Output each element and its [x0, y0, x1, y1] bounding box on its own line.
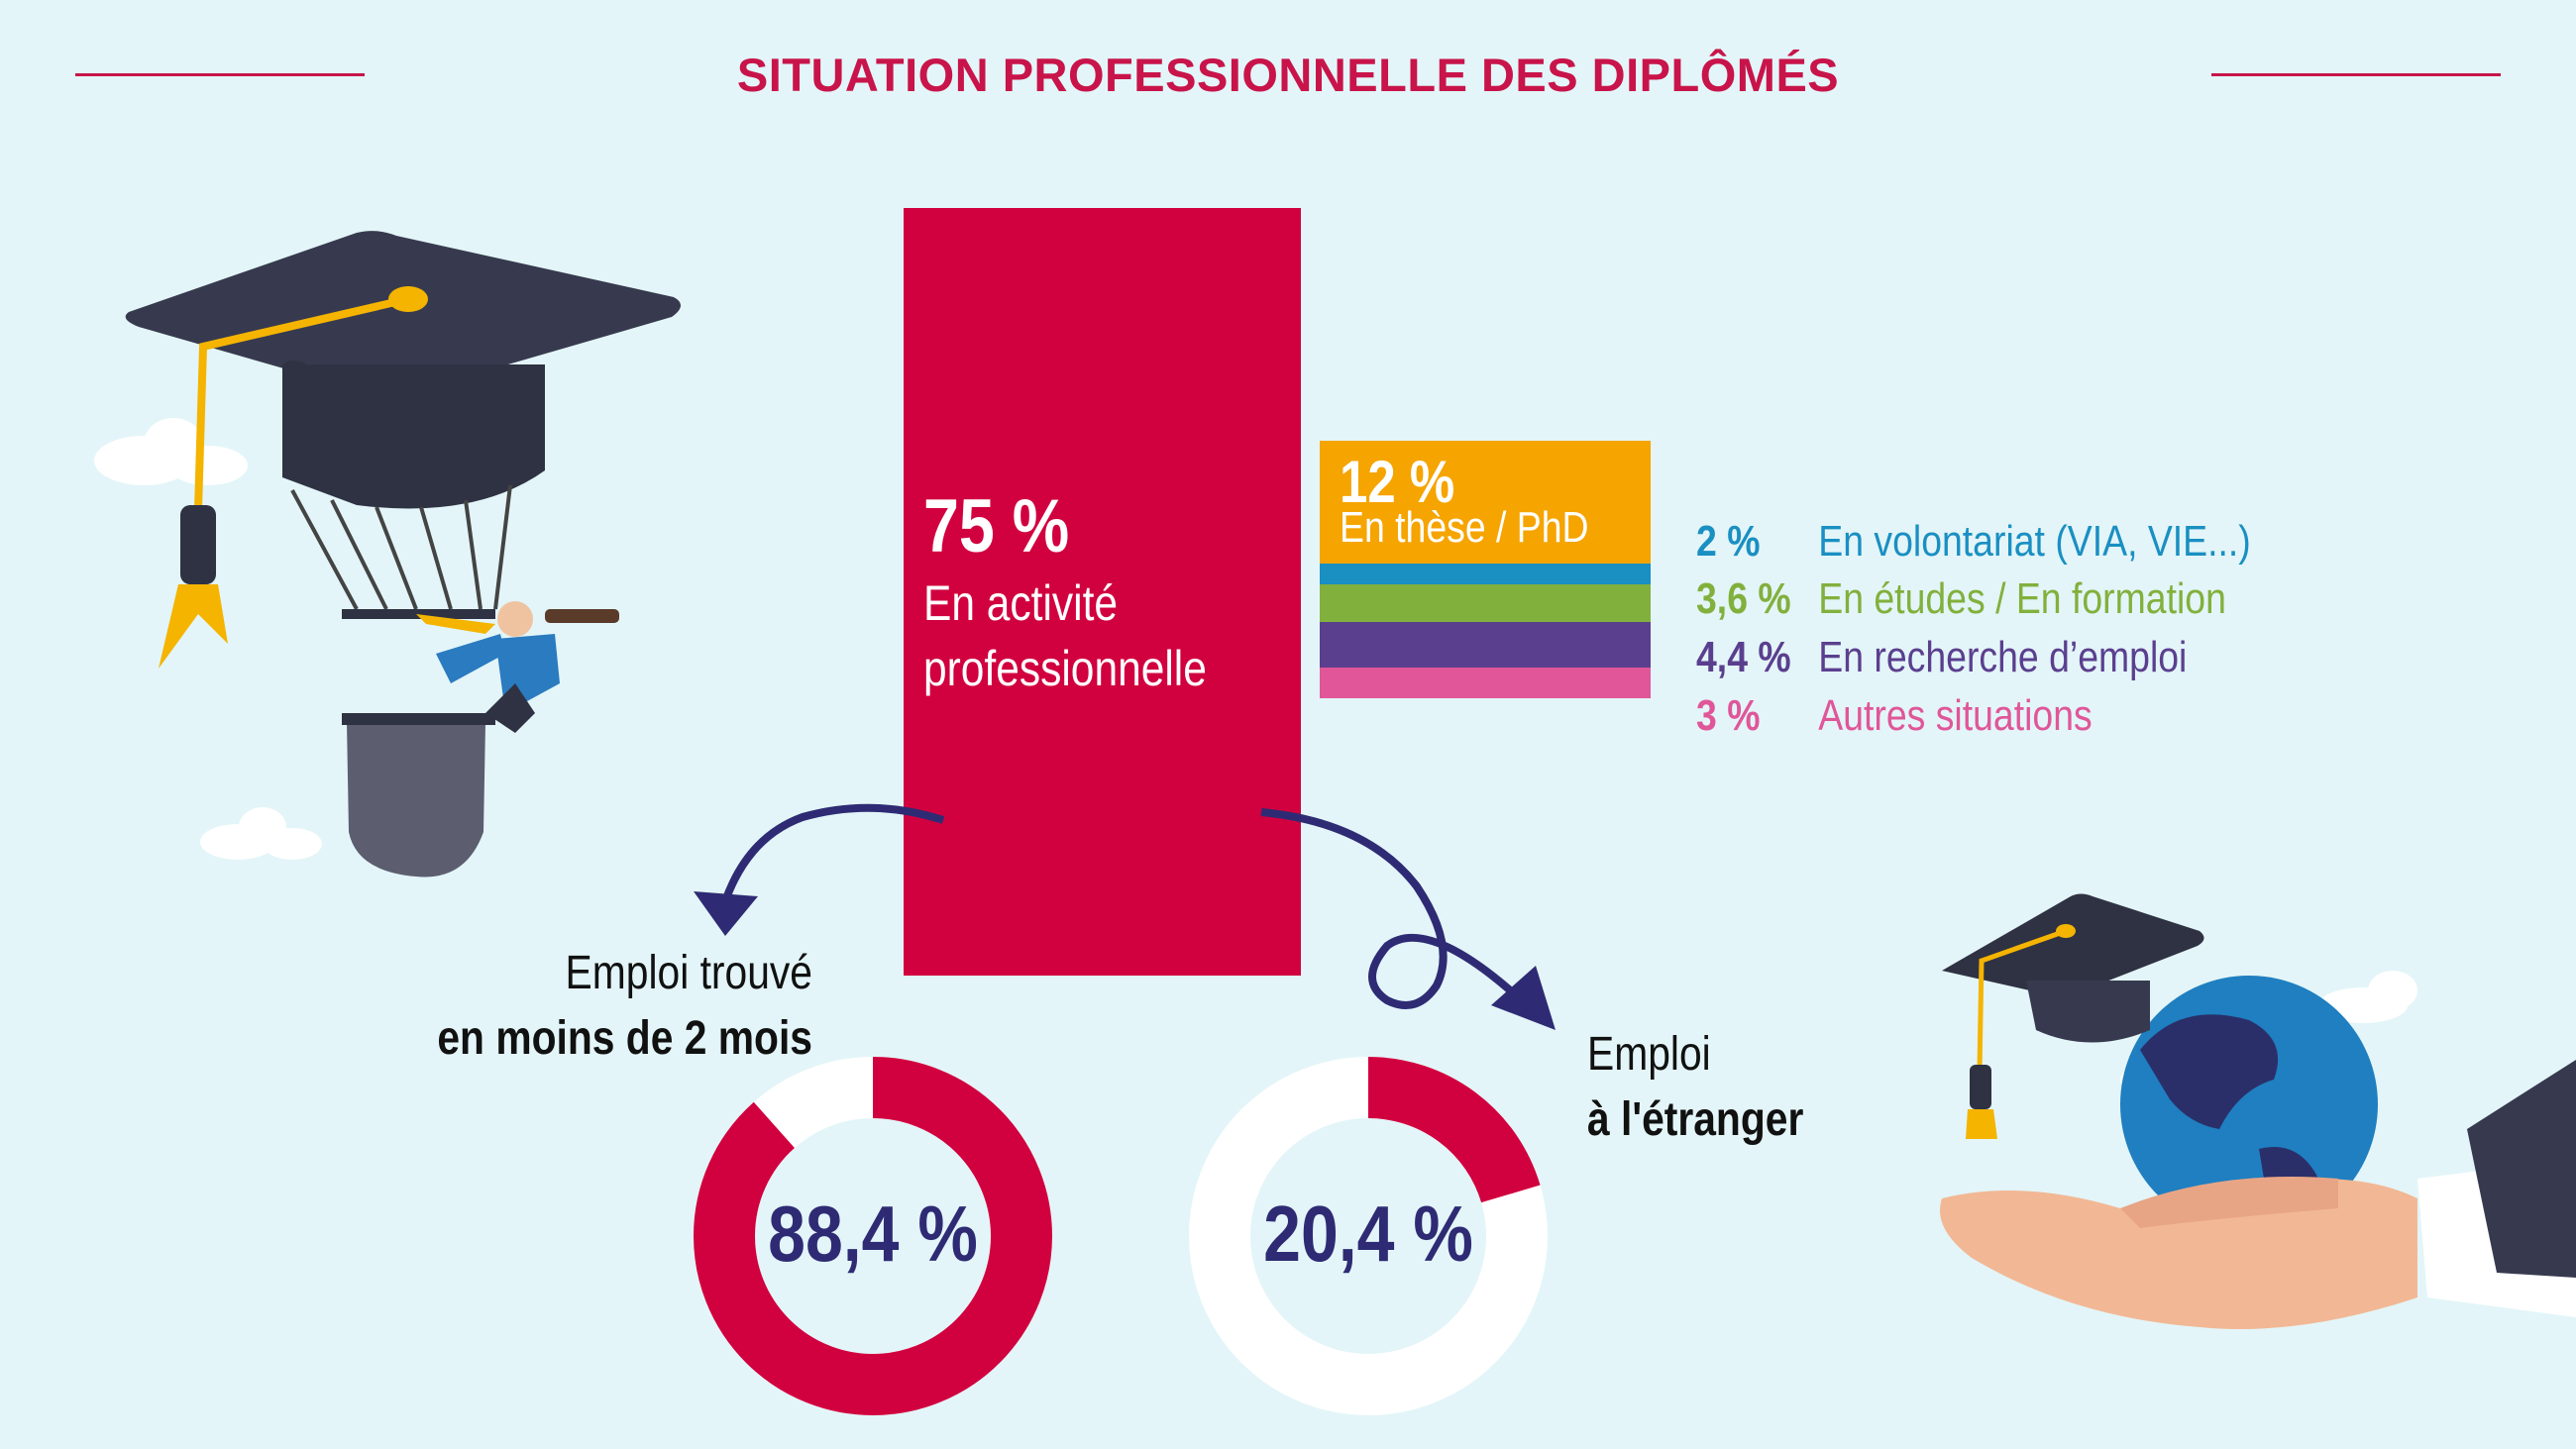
- page-title: SITUATION PROFESSIONNELLE DES DIPLÔMÉS: [736, 49, 1840, 101]
- bar-label-these: En thèse / PhD: [1340, 503, 1589, 552]
- caption-right-line1: Emploi: [1587, 1028, 1711, 1081]
- bar-value-activite: 75 %: [923, 484, 1070, 569]
- bar-autres: [1320, 668, 1651, 698]
- donut-right: [1189, 1057, 1548, 1415]
- bar-label-activite-line1: En activité: [923, 575, 1119, 631]
- bar-value-these: 12 %: [1340, 449, 1455, 515]
- arrow-right: [1260, 808, 1556, 1030]
- title-rule-left: [75, 73, 365, 76]
- bar-label-activite-line2: professionnelle: [923, 641, 1207, 696]
- arrow-left: [694, 803, 945, 936]
- bar-en-activite: [904, 208, 1301, 976]
- caption-left-line1: Emploi trouvé: [565, 947, 812, 999]
- bar-recherche: [1320, 622, 1651, 668]
- bar-these: [1320, 441, 1651, 564]
- legend-value: 3,6 %: [1696, 574, 1791, 623]
- legend: 2 % En volontariat (VIA, VIE...) 3,6 % E…: [1696, 517, 2286, 755]
- donut-left-label: 88,4 %: [768, 1190, 978, 1278]
- caption-right: Emploi à l'étranger: [1587, 1022, 1803, 1153]
- caption-left-line2: en moins de 2 mois: [437, 1012, 812, 1065]
- cloud-icon: [200, 807, 322, 860]
- donut-left-arc: [694, 1057, 1052, 1415]
- legend-value: 4,4 %: [1696, 633, 1791, 681]
- title-rule-right: [2211, 73, 2501, 76]
- donut-right-label: 20,4 %: [1263, 1190, 1473, 1278]
- legend-label: En études / En formation: [1818, 574, 2226, 623]
- legend-label: En volontariat (VIA, VIE...): [1818, 517, 2251, 566]
- caption-right-line2: à l'étranger: [1587, 1093, 1804, 1146]
- legend-label: Autres situations: [1818, 691, 2093, 740]
- caption-left: Emploi trouvé en moins de 2 mois: [122, 941, 812, 1072]
- donut-left: [694, 1057, 1052, 1415]
- legend-value: 2 %: [1696, 517, 1761, 566]
- balloon-illustration: [94, 231, 682, 878]
- bar-etudes: [1320, 584, 1651, 622]
- bar-volontariat: [1320, 564, 1651, 584]
- globe-illustration: [1940, 893, 2576, 1329]
- donut-right-arc: [1189, 1057, 1548, 1415]
- legend-value: 3 %: [1696, 691, 1761, 740]
- legend-label: En recherche d’emploi: [1818, 633, 2188, 681]
- cloud-icon: [94, 418, 248, 485]
